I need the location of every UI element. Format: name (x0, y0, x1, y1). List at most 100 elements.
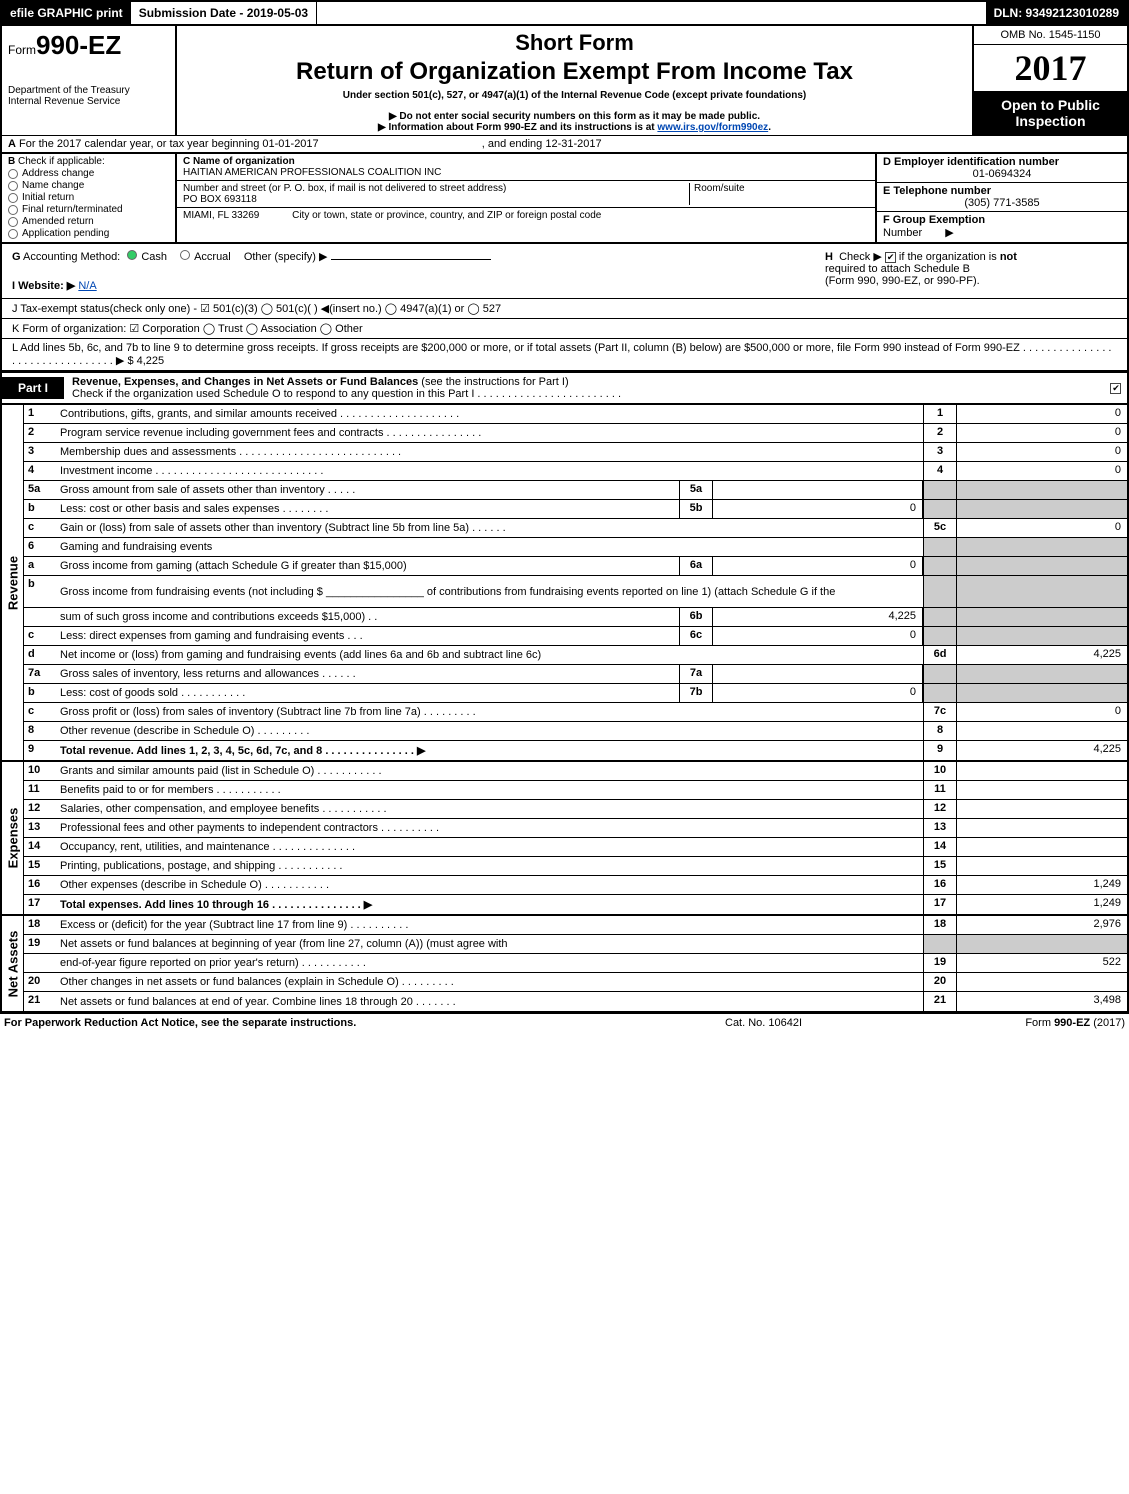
line-17: 17 Total expenses. Add lines 10 through … (24, 895, 1127, 914)
line-desc: Program service revenue including govern… (58, 424, 923, 442)
line-16: 16 Other expenses (describe in Schedule … (24, 876, 1127, 895)
chk-final-return[interactable]: Final return/terminated (8, 204, 169, 215)
vtab-net-assets-label: Net Assets (5, 930, 20, 997)
line-9: 9 Total revenue. Add lines 1, 2, 3, 4, 5… (24, 741, 1127, 760)
instr-1: ▶ Do not enter social security numbers o… (185, 111, 964, 122)
radio-cash-icon[interactable] (127, 250, 137, 260)
line-rval (957, 800, 1127, 818)
line-desc: Grants and similar amounts paid (list in… (58, 762, 923, 780)
line-rval: 0 (957, 443, 1127, 461)
line-desc: Contributions, gifts, grants, and simila… (58, 405, 923, 423)
checkbox-icon (1110, 383, 1121, 394)
line-rnum: 19 (923, 954, 957, 972)
vtab-revenue: Revenue (2, 405, 24, 760)
line-rval: 1,249 (957, 895, 1127, 914)
year-cell: OMB No. 1545-1150 2017 Open to Public In… (972, 26, 1127, 135)
line-rnum: 9 (923, 741, 957, 760)
line-rnum (923, 538, 957, 556)
line-desc: Excess or (deficit) for the year (Subtra… (58, 916, 923, 934)
efile-label: efile GRAPHIC print (2, 2, 131, 24)
f-label: F Group Exemption (883, 214, 985, 226)
h-text2: if the organization is (899, 251, 997, 263)
line-num: 1 (24, 405, 58, 423)
title-cell: Short Form Return of Organization Exempt… (177, 26, 972, 135)
line-1: 1 Contributions, gifts, grants, and simi… (24, 405, 1127, 424)
chk-label: Initial return (22, 192, 74, 203)
expenses-section: Expenses 10 Grants and similar amounts p… (0, 762, 1129, 916)
d-row: D Employer identification number 01-0694… (877, 154, 1127, 183)
line-desc: Net income or (loss) from gaming and fun… (58, 646, 923, 664)
instr-link[interactable]: www.irs.gov/form990ez (657, 122, 768, 133)
line-rval (957, 819, 1127, 837)
line-rnum (923, 576, 957, 607)
chk-label: Name change (22, 180, 84, 191)
line-6: 6 Gaming and fundraising events (24, 538, 1127, 557)
line-num: 16 (24, 876, 58, 894)
line-rnum (923, 665, 957, 683)
line-num: 15 (24, 857, 58, 875)
c-city-row: MIAMI, FL 33269 City or town, state or p… (177, 208, 875, 223)
line-12: 12 Salaries, other compensation, and emp… (24, 800, 1127, 819)
line-rval (957, 781, 1127, 799)
part1-check[interactable] (1103, 382, 1127, 394)
line-num: 6 (24, 538, 58, 556)
line-rnum: 4 (923, 462, 957, 480)
c-name-label-text: C Name of organization (183, 156, 295, 167)
line-rval (957, 500, 1127, 518)
line-desc: Other changes in net assets or fund bala… (58, 973, 923, 991)
line-midnum: 7a (679, 665, 713, 683)
f-arrow: ▶ (945, 227, 953, 239)
line-desc: Gaming and fundraising events (58, 538, 923, 556)
line-rnum: 1 (923, 405, 957, 423)
col-c: C Name of organization HAITIAN AMERICAN … (177, 154, 877, 242)
line-desc: Less: cost of goods sold . . . . . . . .… (58, 684, 679, 702)
chk-initial-return[interactable]: Initial return (8, 192, 169, 203)
line-10: 10 Grants and similar amounts paid (list… (24, 762, 1127, 781)
row-a-text1: For the 2017 calendar year, or tax year … (19, 138, 319, 150)
line-num: 9 (24, 741, 58, 760)
line-num: 4 (24, 462, 58, 480)
part1-title-wrap: Revenue, Expenses, and Changes in Net As… (64, 373, 1103, 403)
footer-right-post: (2017) (1090, 1017, 1125, 1029)
col-h: H Check ▶ if the organization is not req… (817, 244, 1127, 298)
line-14: 14 Occupancy, rent, utilities, and maint… (24, 838, 1127, 857)
line-midnum: 7b (679, 684, 713, 702)
c-name-label: C Name of organization (183, 156, 869, 167)
line-rnum (923, 500, 957, 518)
f-label2: Number (883, 227, 922, 239)
line-rnum: 20 (923, 973, 957, 991)
chk-application-pending[interactable]: Application pending (8, 228, 169, 239)
line-desc: Benefits paid to or for members . . . . … (58, 781, 923, 799)
chk-address-change[interactable]: Address change (8, 168, 169, 179)
line-7c: c Gross profit or (loss) from sales of i… (24, 703, 1127, 722)
radio-icon (8, 169, 18, 179)
line-num: 8 (24, 722, 58, 740)
chk-name-change[interactable]: Name change (8, 180, 169, 191)
line-desc: Gross amount from sale of assets other t… (58, 481, 679, 499)
h-not: not (1000, 251, 1017, 263)
line-desc: Other expenses (describe in Schedule O) … (58, 876, 923, 894)
checkbox-h-icon[interactable] (885, 252, 896, 263)
form-prefix: Form (8, 43, 36, 57)
line-11: 11 Benefits paid to or for members . . .… (24, 781, 1127, 800)
line-num: c (24, 627, 58, 645)
part1-tag: Part I (2, 377, 64, 399)
line-desc: Less: direct expenses from gaming and fu… (58, 627, 679, 645)
form-990ez: 990-EZ (36, 30, 121, 60)
line-rnum: 16 (923, 876, 957, 894)
chk-amended-return[interactable]: Amended return (8, 216, 169, 227)
addr-val: PO BOX 693118 (183, 194, 689, 205)
website[interactable]: N/A (78, 280, 96, 292)
line-num (24, 954, 58, 972)
chk-label: Amended return (22, 216, 94, 227)
radio-icon (8, 217, 18, 227)
radio-accrual-icon[interactable] (180, 250, 190, 260)
line-desc: Gross profit or (loss) from sales of inv… (58, 703, 923, 721)
line-8: 8 Other revenue (describe in Schedule O)… (24, 722, 1127, 741)
line-num: 10 (24, 762, 58, 780)
footer-right-form: 990-EZ (1054, 1017, 1090, 1029)
line-desc: Less: cost or other basis and sales expe… (58, 500, 679, 518)
line-6b2: sum of such gross income and contributio… (24, 608, 1127, 627)
radio-icon (8, 205, 18, 215)
h-text1: Check ▶ (839, 251, 882, 263)
